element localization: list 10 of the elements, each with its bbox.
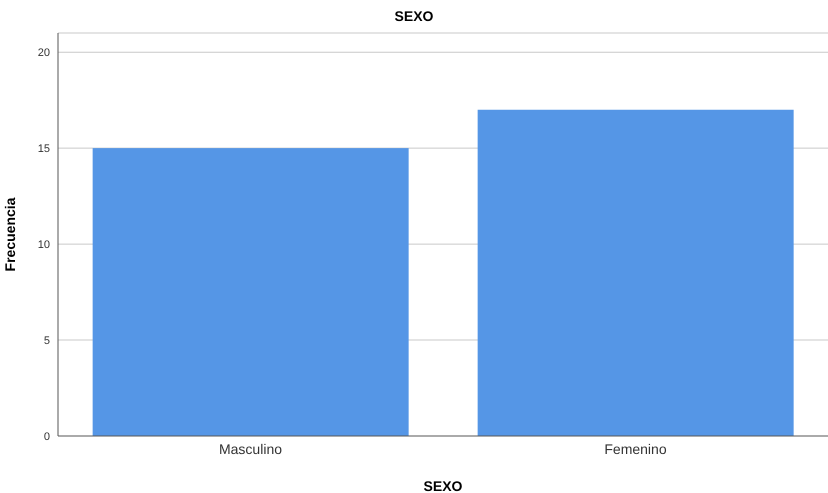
y-tick-label: 0 xyxy=(44,430,50,443)
x-axis-title: SEXO xyxy=(424,478,463,493)
y-axis-title: Frecuencia xyxy=(2,197,18,272)
y-tick-label: 10 xyxy=(38,239,50,251)
x-tick-label: Femenino xyxy=(604,440,667,457)
y-tick-label: 15 xyxy=(38,143,50,156)
x-tick-label: Masculino xyxy=(218,440,282,457)
chart-title: SEXO xyxy=(394,8,434,24)
y-tick-label: 20 xyxy=(38,47,50,60)
y-tick-label: 5 xyxy=(44,334,50,347)
